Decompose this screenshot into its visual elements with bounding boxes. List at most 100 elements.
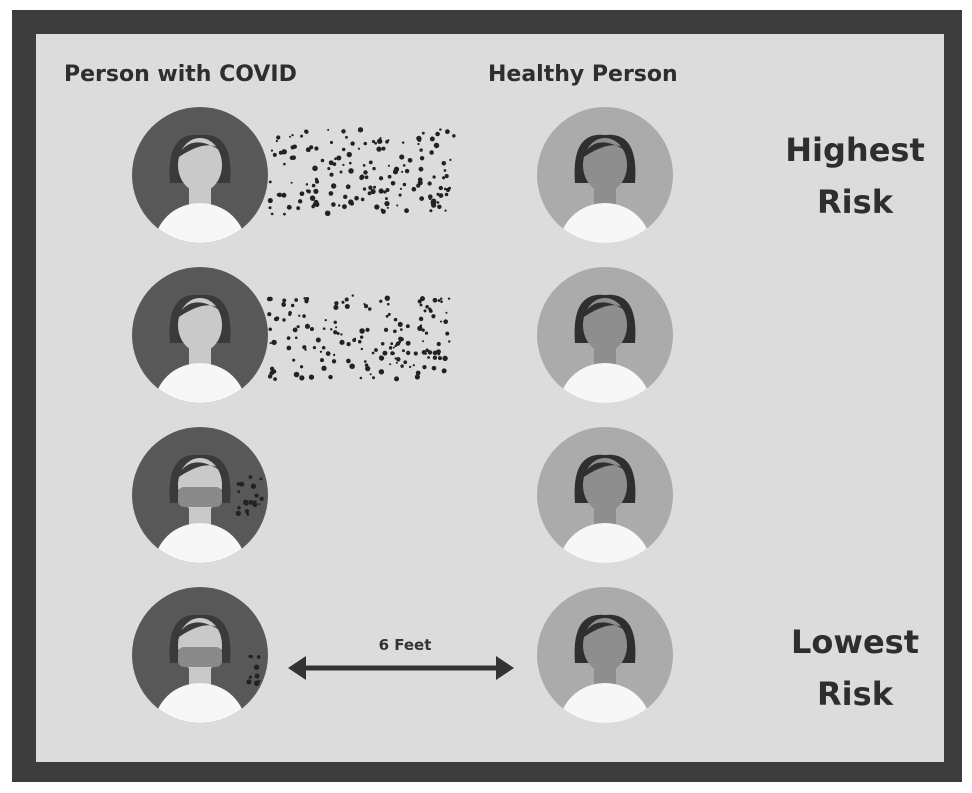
droplet [299, 191, 305, 197]
droplet [367, 191, 372, 196]
droplet [256, 655, 261, 659]
droplet [419, 148, 423, 152]
droplet [292, 327, 298, 333]
droplet [267, 374, 273, 379]
droplet [428, 309, 433, 313]
droplet [417, 325, 423, 331]
droplet [273, 377, 277, 381]
droplet [296, 325, 300, 329]
infected-header: Person with COVID [64, 62, 297, 87]
droplet [372, 166, 376, 171]
droplet [324, 319, 327, 322]
droplet [348, 168, 354, 174]
droplet [379, 136, 382, 140]
droplet [299, 375, 305, 381]
droplet [416, 135, 422, 142]
droplet [296, 206, 301, 211]
person [132, 587, 268, 723]
droplet [400, 364, 404, 368]
droplet [401, 170, 404, 173]
droplet [345, 135, 348, 139]
droplet [368, 160, 373, 165]
fringe [176, 142, 224, 159]
droplet [349, 201, 354, 206]
droplet [371, 139, 376, 144]
droplet [357, 147, 361, 150]
fringe [581, 302, 629, 319]
droplet [444, 174, 449, 179]
droplet [396, 357, 401, 362]
droplet [378, 188, 384, 194]
droplet [290, 181, 293, 184]
droplet [334, 157, 337, 161]
droplet [346, 151, 352, 158]
droplet [364, 304, 369, 309]
droplet [429, 209, 433, 213]
shirt [559, 523, 651, 563]
droplet [378, 176, 384, 181]
droplet [394, 344, 398, 347]
person [132, 427, 268, 563]
droplet [270, 212, 274, 216]
droplet [384, 295, 390, 301]
droplet [268, 327, 272, 331]
droplet [336, 331, 340, 335]
droplet [259, 477, 263, 481]
droplet [449, 158, 452, 162]
droplet [246, 679, 252, 685]
droplet [378, 369, 385, 375]
droplet [302, 314, 306, 318]
droplet [363, 360, 367, 363]
droplet [312, 165, 318, 172]
droplet [314, 146, 319, 151]
droplet [294, 298, 299, 302]
droplet [268, 296, 273, 302]
droplet [393, 317, 398, 322]
droplet [387, 139, 390, 142]
shirt [559, 683, 651, 723]
person [537, 587, 673, 723]
droplet [336, 155, 342, 161]
shirt [154, 203, 246, 243]
person [537, 427, 673, 563]
droplet [357, 127, 364, 133]
droplet [399, 328, 403, 331]
droplet [286, 204, 292, 210]
droplet [252, 502, 258, 508]
droplet [283, 212, 286, 216]
droplet [396, 204, 399, 207]
droplet [286, 336, 291, 340]
droplet [381, 209, 386, 214]
healthy-header: Healthy Person [488, 62, 678, 87]
droplet [344, 304, 350, 310]
droplet [244, 509, 250, 514]
droplet [271, 339, 277, 346]
droplet [300, 134, 304, 138]
droplet [334, 301, 339, 306]
droplet [275, 316, 280, 321]
droplet [442, 355, 448, 362]
droplet [438, 193, 444, 198]
droplet [311, 183, 316, 188]
droplet [373, 185, 377, 189]
fringe [581, 462, 629, 479]
face [583, 458, 627, 512]
droplet [294, 336, 298, 340]
droplet [324, 210, 331, 217]
droplet [448, 186, 452, 190]
droplet [392, 346, 395, 349]
droplet [418, 166, 424, 172]
droplet [281, 301, 286, 306]
droplet [341, 204, 347, 210]
droplet [288, 312, 292, 316]
droplet [385, 197, 388, 201]
droplet [290, 303, 295, 308]
droplet [314, 201, 320, 207]
droplet [282, 318, 286, 322]
droplet [408, 365, 412, 369]
droplet [425, 348, 429, 352]
droplet [272, 152, 277, 157]
droplets [266, 294, 451, 382]
droplet [420, 296, 426, 302]
droplet [374, 348, 378, 352]
